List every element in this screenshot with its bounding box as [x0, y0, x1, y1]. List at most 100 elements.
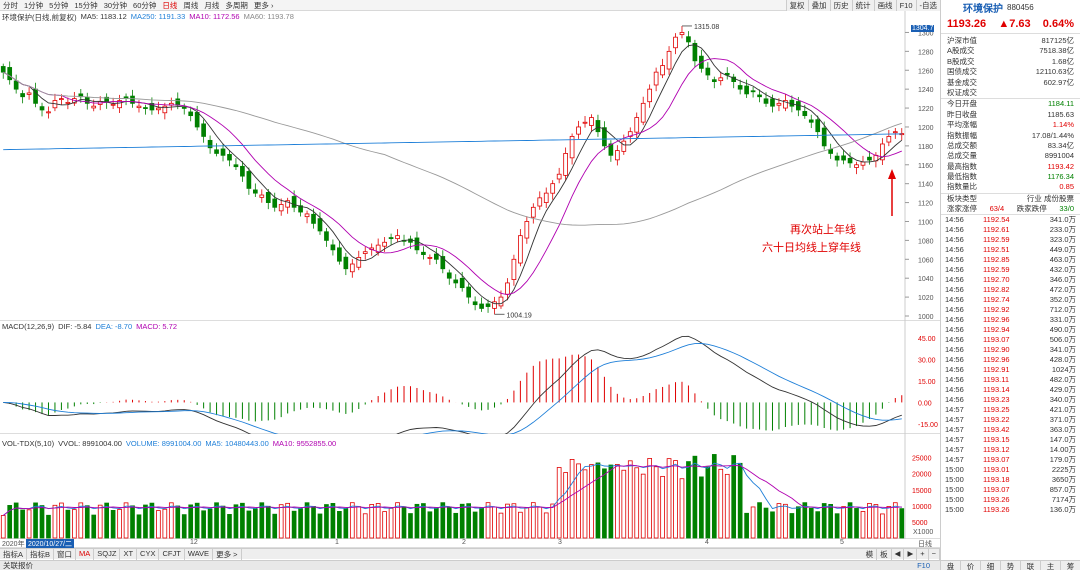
candle	[304, 213, 310, 218]
quote-tab-3[interactable]: 势	[1001, 561, 1021, 571]
quote-tab-4[interactable]: 联	[1021, 561, 1041, 571]
tick-price: 1192.54	[983, 214, 1010, 224]
volume-bar	[860, 511, 866, 539]
period-tab-9[interactable]: 多周期	[225, 0, 248, 10]
axis-top-tag: 1304.7	[911, 25, 935, 32]
tool-button-3[interactable]: 统计	[851, 0, 874, 11]
tool-button-1[interactable]: 叠加	[807, 0, 830, 11]
indicator-tab-9[interactable]: 更多 >	[213, 548, 242, 560]
candle	[440, 256, 446, 270]
volume-bar	[699, 476, 704, 539]
period-tab-2[interactable]: 5分钟	[49, 0, 69, 10]
tick-time: 15:00	[945, 504, 964, 514]
candle	[673, 36, 678, 49]
bottom-control-0[interactable]: 模	[863, 548, 878, 560]
bottom-control-2[interactable]: ◀	[892, 548, 905, 560]
volume-bar	[505, 503, 510, 539]
volume-bar	[789, 513, 795, 539]
quote-tab-1[interactable]: 价	[961, 561, 981, 571]
period-tab-7[interactable]: 周线	[183, 0, 199, 10]
tool-button-6[interactable]: -自选	[915, 0, 940, 11]
quote-tab-0[interactable]: 盘	[941, 561, 961, 571]
candle	[317, 218, 323, 232]
x-axis: 2020年 2020/10/27/二 12 1 2 3 4 5 日线	[0, 539, 940, 549]
quote-tab-2[interactable]: 细	[981, 561, 1001, 571]
volume-bar	[427, 511, 433, 539]
status-left[interactable]: 关联报价	[3, 561, 33, 570]
market-stat-row-0: 沪深市值 817125亿	[941, 36, 1080, 46]
candle	[860, 161, 866, 166]
candle	[214, 149, 219, 154]
vol-legend: VOL-TDX(5,10) VVOL: 8991004.00 VOLUME: 8…	[2, 439, 336, 448]
tool-button-5[interactable]: F10	[895, 0, 916, 11]
market-stat-value: 817125亿	[1041, 36, 1074, 45]
indicator-tab-0[interactable]: 指标A	[0, 548, 28, 560]
bottom-control-5[interactable]: −	[929, 548, 940, 560]
tick-time: 14:56	[945, 364, 964, 374]
tick-volume: 3650万	[1051, 474, 1076, 484]
volume-bar	[854, 508, 859, 539]
quote-tab-6[interactable]: 筹	[1061, 561, 1080, 571]
tick-price: 1192.91	[983, 364, 1010, 374]
tick-row: 14:56 1193.14 429.0万	[941, 385, 1080, 395]
tick-volume: 136.0万	[1049, 504, 1076, 514]
tick-volume: 352.0万	[1049, 294, 1076, 304]
bottom-control-3[interactable]: ▶	[904, 548, 918, 560]
volume-bar	[582, 469, 588, 539]
volume-bar	[627, 460, 633, 539]
period-tab-5[interactable]: 60分钟	[133, 0, 157, 10]
volume-bar	[304, 502, 310, 539]
volume-bar	[414, 503, 420, 539]
up-label: 涨家涨停	[947, 204, 977, 214]
tool-button-4[interactable]: 画线	[873, 0, 896, 11]
indicator-tab-4[interactable]: SQJZ	[94, 548, 121, 560]
indicator-tab-2[interactable]: 窗口	[54, 548, 77, 560]
candle	[841, 155, 846, 161]
tick-volume: 490.0万	[1049, 324, 1076, 334]
bottom-control-1[interactable]: 板	[877, 548, 892, 560]
market-stat-value: 602.97亿	[1043, 77, 1074, 87]
macd-tick-label: -15.00	[918, 422, 938, 429]
candle	[259, 194, 265, 198]
tool-button-0[interactable]: 复权	[785, 0, 808, 11]
volume-bar	[168, 502, 174, 539]
volume-panel[interactable]: VOL-TDX(5,10) VVOL: 8991004.00 VOLUME: 8…	[0, 434, 940, 539]
period-tab-10[interactable]: 更多 ›	[253, 0, 274, 10]
indicator-tab-5[interactable]: XT	[120, 548, 138, 560]
volume-chart[interactable]: 25000 20000 15000 10000 5000	[0, 434, 940, 539]
tick-volume: 363.0万	[1049, 424, 1076, 434]
index-stat-label: 最高指数	[947, 161, 977, 171]
candle	[414, 237, 420, 251]
status-right[interactable]: F10	[917, 561, 930, 570]
period-tab-4[interactable]: 30分钟	[103, 0, 128, 10]
period-tab-3[interactable]: 15分钟	[74, 0, 98, 10]
period-tab-8[interactable]: 月线	[204, 0, 220, 10]
volume-bar	[395, 502, 400, 539]
volume-bar	[737, 462, 743, 539]
candle	[621, 140, 627, 152]
kline-chart[interactable]: 1300 1280 1260 1240 1220 1200 1180 1160 1140 1120…	[0, 11, 940, 321]
period-tab-1[interactable]: 1分钟	[24, 0, 44, 10]
tick-price: 1193.26	[983, 504, 1010, 514]
bottom-control-4[interactable]: +	[917, 548, 929, 560]
tick-price: 1192.96	[983, 354, 1010, 364]
indicator-tab-6[interactable]: CYX	[137, 548, 160, 560]
candle	[750, 90, 756, 93]
candle	[143, 107, 148, 109]
indicator-tab-8[interactable]: WAVE	[185, 548, 214, 560]
macd-chart[interactable]: 45.00 30.00 15.00 0.00 -15.00	[0, 321, 940, 434]
market-stat-row-1: A股成交 7518.38亿	[941, 46, 1080, 56]
indicator-tab-1[interactable]: 指标B	[27, 548, 55, 560]
kline-panel[interactable]: 环境保护(日线,前复权) MA5: 1183.12 MA250: 1191.33…	[0, 11, 940, 321]
price-tick-label: 1220	[918, 106, 934, 113]
index-stat-value: 8991004	[1044, 151, 1074, 161]
volume-bar	[408, 513, 413, 539]
indicator-tab-7[interactable]: CFJT	[159, 548, 185, 560]
macd-panel[interactable]: MACD(12,26,9) DIF: -5.84 DEA: -8.70 MACD…	[0, 321, 940, 434]
period-tab-6[interactable]: 日线	[162, 0, 178, 10]
volume-bar	[59, 502, 64, 539]
tool-button-2[interactable]: 历史	[829, 0, 852, 11]
quote-tab-5[interactable]: 主	[1041, 561, 1061, 571]
period-tab-0[interactable]: 分时	[3, 0, 18, 10]
indicator-tab-3[interactable]: MA	[76, 548, 95, 560]
